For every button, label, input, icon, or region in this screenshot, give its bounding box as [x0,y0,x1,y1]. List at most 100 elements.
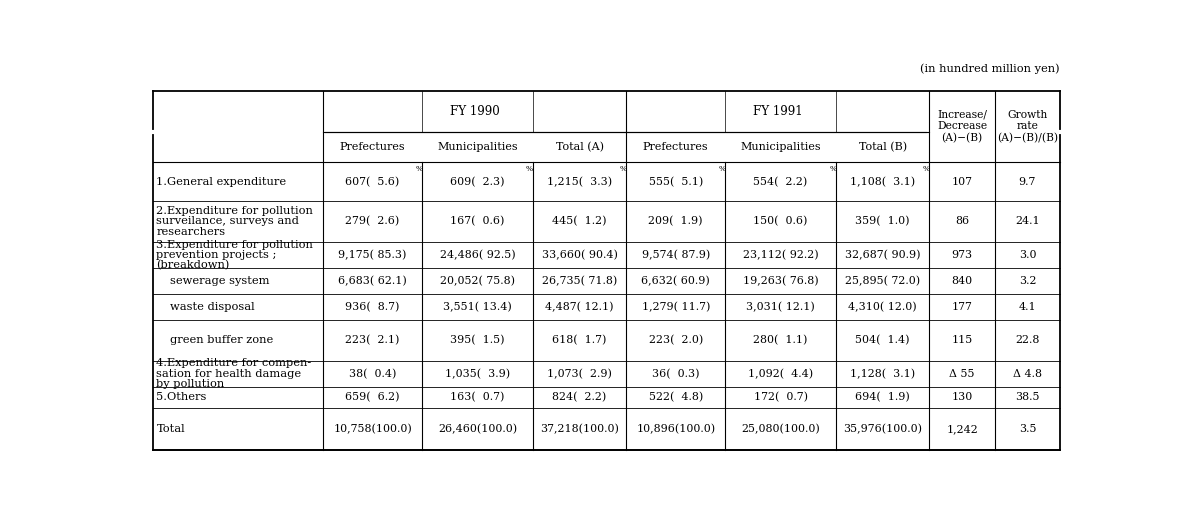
Text: surveilance, surveys and: surveilance, surveys and [156,217,299,226]
Text: 1,242: 1,242 [946,424,978,434]
Text: %: % [923,165,930,173]
Text: 22.8: 22.8 [1015,335,1040,345]
Text: 1,108(  3.1): 1,108( 3.1) [851,177,916,187]
Text: %: % [526,165,534,173]
Text: 1,279( 11.7): 1,279( 11.7) [641,302,710,312]
Text: 10,896(100.0): 10,896(100.0) [636,424,716,434]
Text: by pollution: by pollution [156,379,225,389]
Text: Municipalities: Municipalities [741,142,821,152]
Text: 5.Others: 5.Others [156,393,207,402]
Text: 659(  6.2): 659( 6.2) [345,392,400,402]
Text: %: % [415,165,422,173]
Text: 38.5: 38.5 [1015,393,1040,402]
Text: 840: 840 [951,276,972,286]
Text: 973: 973 [951,250,972,260]
Text: 26,460(100.0): 26,460(100.0) [438,424,517,434]
Text: (in hundred million yen): (in hundred million yen) [920,63,1060,74]
Text: 3.5: 3.5 [1019,424,1036,434]
Text: 504(  1.4): 504( 1.4) [855,335,910,346]
Text: 150(  0.6): 150( 0.6) [754,217,808,227]
Text: 177: 177 [951,302,972,312]
Text: 1,128(  3.1): 1,128( 3.1) [851,369,916,379]
Text: 6,683( 62.1): 6,683( 62.1) [338,275,407,286]
Text: 3.2: 3.2 [1019,276,1036,286]
Text: 936(  8.7): 936( 8.7) [345,302,400,312]
Text: 9,574( 87.9): 9,574( 87.9) [641,250,710,260]
Text: 3.Expenditure for pollution: 3.Expenditure for pollution [156,240,313,250]
Text: 35,976(100.0): 35,976(100.0) [843,424,922,434]
Text: Δ 55: Δ 55 [949,369,975,379]
Text: Prefectures: Prefectures [642,142,709,152]
Text: 824(  2.2): 824( 2.2) [552,392,607,402]
Text: 3.0: 3.0 [1019,250,1036,260]
Text: sation for health damage: sation for health damage [156,369,302,379]
Text: 115: 115 [951,335,972,345]
Text: 130: 130 [951,393,972,402]
Text: 279(  2.6): 279( 2.6) [345,217,400,227]
Text: 24,486( 92.5): 24,486( 92.5) [440,250,516,260]
Text: Growth
rate
(A)−(B)/(B): Growth rate (A)−(B)/(B) [997,110,1058,143]
Text: 38(  0.4): 38( 0.4) [349,369,396,379]
Text: green buffer zone: green buffer zone [170,335,273,345]
Text: 522(  4.8): 522( 4.8) [648,392,703,402]
Text: Total: Total [156,424,185,434]
Text: 555(  5.1): 555( 5.1) [648,177,703,187]
Text: 9,175( 85.3): 9,175( 85.3) [338,250,407,260]
Text: (breakdown): (breakdown) [156,260,230,270]
Text: Prefectures: Prefectures [340,142,406,152]
Text: waste disposal: waste disposal [170,302,256,312]
Text: 33,660( 90.4): 33,660( 90.4) [542,250,618,260]
Text: 32,687( 90.9): 32,687( 90.9) [845,250,920,260]
Text: 4,487( 12.1): 4,487( 12.1) [545,302,614,312]
Text: 1.General expenditure: 1.General expenditure [156,177,286,187]
Text: sewerage system: sewerage system [170,276,270,286]
Text: 1,073(  2.9): 1,073( 2.9) [547,369,612,379]
Text: 172(  0.7): 172( 0.7) [754,392,808,402]
Text: 6,632( 60.9): 6,632( 60.9) [641,275,710,286]
Text: 607(  5.6): 607( 5.6) [345,177,400,187]
Text: Municipalities: Municipalities [437,142,518,152]
Text: 4.1: 4.1 [1019,302,1036,312]
Text: 280(  1.1): 280( 1.1) [754,335,808,346]
Text: 167(  0.6): 167( 0.6) [451,217,505,227]
Text: 395(  1.5): 395( 1.5) [451,335,505,346]
Text: 694(  1.9): 694( 1.9) [855,392,910,402]
Text: 23,112( 92.2): 23,112( 92.2) [743,250,819,260]
Text: 4.Expenditure for compen-: 4.Expenditure for compen- [156,358,311,369]
Text: %: % [620,165,627,173]
Text: 2.Expenditure for pollution: 2.Expenditure for pollution [156,206,313,216]
Text: 9.7: 9.7 [1019,177,1036,187]
Text: %: % [829,165,836,173]
Text: 209(  1.9): 209( 1.9) [648,217,703,227]
Text: researchers: researchers [156,227,226,237]
Text: FY 1991: FY 1991 [754,105,802,118]
Text: 1,035(  3.9): 1,035( 3.9) [445,369,510,379]
Text: 20,052( 75.8): 20,052( 75.8) [440,275,515,286]
Text: Total (B): Total (B) [859,142,906,153]
Text: 223(  2.0): 223( 2.0) [648,335,703,346]
Text: 37,218(100.0): 37,218(100.0) [541,424,619,434]
Text: 107: 107 [951,177,972,187]
Text: 25,080(100.0): 25,080(100.0) [742,424,820,434]
Text: 24.1: 24.1 [1015,217,1040,226]
Text: 26,735( 71.8): 26,735( 71.8) [542,275,618,286]
Text: 1,215(  3.3): 1,215( 3.3) [547,177,612,187]
Text: 223(  2.1): 223( 2.1) [345,335,400,346]
Text: 618(  1.7): 618( 1.7) [552,335,607,346]
Text: 554(  2.2): 554( 2.2) [754,177,808,187]
Text: 1,092(  4.4): 1,092( 4.4) [748,369,813,379]
Text: 4,310( 12.0): 4,310( 12.0) [848,302,917,312]
Text: Total (A): Total (A) [556,142,603,153]
Text: 25,895( 72.0): 25,895( 72.0) [845,275,920,286]
Text: prevention projects ;: prevention projects ; [156,250,277,260]
Text: 86: 86 [955,217,969,226]
Text: %: % [718,165,725,173]
Text: 359(  1.0): 359( 1.0) [855,217,910,227]
Text: 3,031( 12.1): 3,031( 12.1) [746,302,815,312]
Text: Increase/
Decrease
(A)−(B): Increase/ Decrease (A)−(B) [937,110,987,143]
Text: 445(  1.2): 445( 1.2) [552,217,607,227]
Text: 19,263( 76.8): 19,263( 76.8) [743,275,819,286]
Text: 36(  0.3): 36( 0.3) [652,369,699,379]
Text: FY 1990: FY 1990 [450,105,499,118]
Text: 10,758(100.0): 10,758(100.0) [334,424,412,434]
